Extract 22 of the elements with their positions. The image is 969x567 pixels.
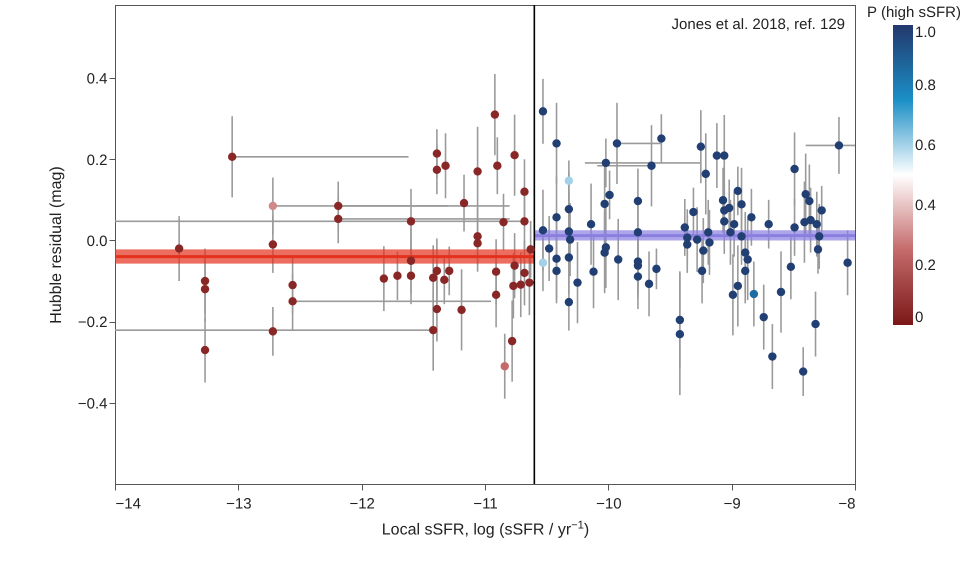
y-tick-label: −0.2 (78, 314, 108, 332)
x-tick-label: −10 (596, 496, 622, 512)
x-tick-label: −14 (116, 496, 141, 512)
color-bar-title: P (high sSFR) (867, 4, 961, 21)
x-tick-label: −13 (226, 496, 252, 512)
y-tick-label: 0.2 (86, 152, 108, 169)
color-bar-label: 0.8 (915, 77, 936, 94)
color-bar-label: 0.6 (915, 137, 936, 154)
color-bar-label: 0 (915, 309, 924, 326)
x-axis-title: Local sSFR, log (sSFR / yr$^{−1}$) (382, 520, 590, 538)
x-tick-label: −8 (838, 496, 856, 512)
y-tick-label: 0.0 (86, 232, 108, 250)
y-axis-title: Hubble residual (mag) (48, 166, 65, 324)
y-tick-label: 0.4 (86, 70, 108, 88)
color-bar-label: 1.0 (915, 24, 936, 41)
x-tick-label: −11 (473, 496, 498, 512)
color-bar-label: 0.4 (915, 197, 936, 214)
y-tick-label: −0.4 (78, 395, 108, 412)
x-tick-label: −9 (724, 496, 741, 512)
color-bar-label: 0.2 (915, 257, 936, 274)
annotation: Jones et al. 2018, ref. 129 (672, 16, 845, 33)
x-tick-label: −12 (349, 496, 375, 512)
